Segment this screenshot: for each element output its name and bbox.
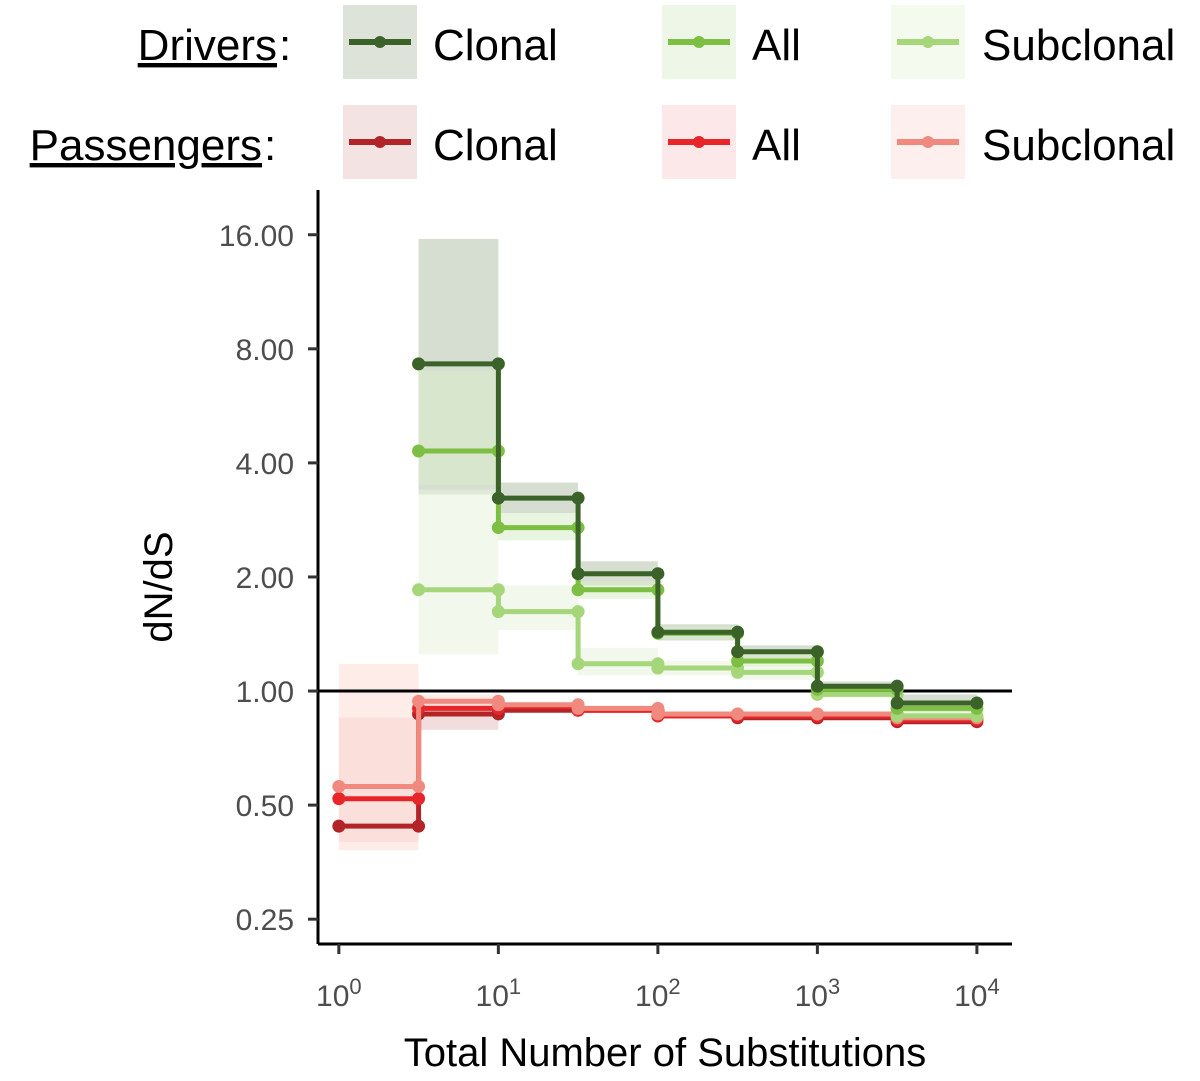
line-drivers-subclonal: [418, 587, 977, 719]
point-passengers-subclonal-0: [332, 779, 346, 793]
legend-dot-passengers-all: [693, 136, 705, 148]
band-drivers-subclonal-0: [418, 489, 499, 655]
band-passengers-subclonal-0: [338, 663, 419, 851]
point-passengers-clonal-1: [412, 819, 426, 833]
y-ticks: 0.25 0.50 1.00 2.00 4.00 8.00 16.00: [219, 220, 318, 937]
line-drivers-clonal: [418, 361, 977, 706]
point-drivers-all-4: [571, 583, 585, 597]
confidence-bands: [338, 238, 977, 851]
point-drivers-subclonal-3: [571, 605, 585, 619]
point-drivers-subclonal-0: [412, 583, 426, 597]
point-passengers-subclonal-2: [412, 694, 426, 708]
legend-label-drivers-subclonal: Subclonal: [982, 21, 1175, 70]
legend-dot-passengers-clonal: [374, 136, 386, 148]
y-axis-title: dN/dS: [137, 531, 181, 642]
legend: Drivers : Passengers : Clonal All Subclo…: [30, 5, 1175, 179]
x-axis-title: Total Number of Substitutions: [404, 1031, 926, 1075]
x-tick-label-2: 102: [635, 974, 681, 1013]
y-tick-label-1-00: 1.00: [236, 676, 294, 709]
legend-label-drivers-clonal: Clonal: [433, 21, 558, 70]
y-tick-label-2-00: 2.00: [236, 562, 294, 595]
point-drivers-clonal-10: [810, 679, 824, 693]
point-drivers-subclonal-2: [491, 605, 505, 619]
point-drivers-clonal-12: [890, 696, 904, 710]
point-drivers-all-8: [731, 654, 745, 668]
legend-dot-drivers-clonal: [374, 36, 386, 48]
point-drivers-subclonal-6: [651, 661, 665, 675]
band-drivers-all-0: [418, 370, 499, 485]
point-drivers-subclonal-4: [571, 657, 585, 671]
legend-passengers-colon: :: [264, 121, 276, 170]
x-tick-label-1: 101: [476, 974, 522, 1013]
point-drivers-subclonal-1: [491, 583, 505, 597]
point-drivers-clonal-9: [810, 645, 824, 659]
legend-dot-drivers-all: [693, 36, 705, 48]
series-lines: [332, 357, 984, 833]
legend-label-drivers-all: All: [752, 21, 801, 70]
legend-passengers-title: Passengers: [30, 121, 262, 170]
point-drivers-clonal-6: [651, 625, 665, 639]
legend-drivers-colon: :: [279, 21, 291, 70]
point-passengers-all-1: [412, 792, 426, 806]
point-passengers-all-0: [332, 792, 346, 806]
point-drivers-clonal-7: [731, 625, 745, 639]
point-drivers-subclonal-8: [731, 665, 745, 679]
y-tick-label-8-00: 8.00: [236, 334, 294, 367]
point-passengers-subclonal-12: [810, 707, 824, 721]
point-drivers-clonal-8: [731, 645, 745, 659]
y-tick-label-0-25: 0.25: [236, 904, 294, 937]
y-tick-label-4-00: 4.00: [236, 448, 294, 481]
legend-drivers-title: Drivers: [138, 21, 277, 70]
x-ticks: 100 101 102 103 104: [316, 944, 1000, 1013]
legend-label-passengers-all: All: [752, 121, 801, 170]
point-drivers-clonal-0: [412, 357, 426, 371]
point-passengers-subclonal-10: [731, 707, 745, 721]
point-drivers-clonal-13: [970, 696, 984, 710]
point-drivers-clonal-3: [571, 491, 585, 505]
point-drivers-clonal-4: [571, 567, 585, 581]
point-drivers-clonal-1: [491, 357, 505, 371]
point-passengers-subclonal-8: [651, 707, 665, 721]
point-drivers-all-0: [412, 444, 426, 458]
point-passengers-subclonal-4: [491, 698, 505, 712]
point-drivers-clonal-2: [491, 491, 505, 505]
x-tick-label-3: 103: [795, 974, 841, 1013]
line-passengers-subclonal: [338, 698, 977, 789]
y-tick-label-16-00: 16.00: [219, 220, 294, 253]
legend-label-passengers-subclonal: Subclonal: [982, 121, 1175, 170]
point-passengers-subclonal-6: [571, 701, 585, 715]
legend-dot-passengers-subclonal: [922, 136, 934, 148]
band-drivers-subclonal-1: [498, 585, 579, 630]
y-tick-label-0-50: 0.50: [236, 790, 294, 823]
x-tick-label-4: 104: [954, 974, 1000, 1013]
point-passengers-clonal-0: [332, 819, 346, 833]
x-tick-label-0: 100: [316, 974, 362, 1013]
legend-label-passengers-clonal: Clonal: [433, 121, 558, 170]
point-drivers-all-2: [491, 521, 505, 535]
point-drivers-clonal-5: [651, 567, 665, 581]
point-passengers-subclonal-1: [412, 779, 426, 793]
point-drivers-clonal-11: [890, 679, 904, 693]
legend-dot-drivers-subclonal: [922, 36, 934, 48]
